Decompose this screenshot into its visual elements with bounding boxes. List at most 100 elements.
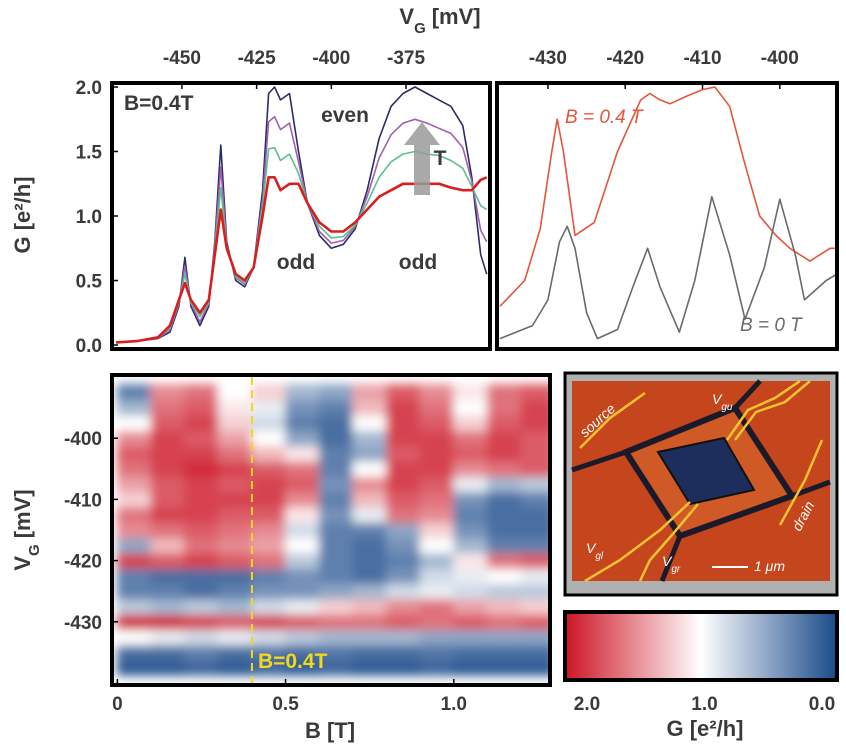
heatmap-cell	[486, 552, 522, 569]
heatmap-cell	[184, 384, 219, 401]
heatmap-cell	[116, 537, 152, 554]
heatmap-cell	[150, 384, 186, 401]
heatmap-cell	[150, 598, 186, 615]
vgu-label: Vgu	[712, 391, 733, 413]
heatmap-cell	[217, 567, 253, 585]
heatmap-cell	[352, 583, 388, 600]
heatmap-cell	[150, 521, 186, 539]
heatmap-cell	[285, 537, 320, 554]
heatmap-cell	[116, 384, 152, 401]
heatmap-cell	[184, 628, 219, 646]
heatmap-cell	[520, 628, 548, 646]
heatmap-cell	[318, 430, 354, 447]
heatmap-cell	[419, 445, 455, 462]
heatmap-cell	[352, 613, 388, 630]
heatmap-cell	[453, 399, 488, 416]
heatmap-cell	[352, 644, 388, 661]
heatmap-cell	[520, 567, 548, 585]
label-main: V	[712, 391, 723, 407]
heatmap-cell	[251, 552, 287, 569]
heatmap-cell	[217, 460, 253, 477]
heatmap-cell	[251, 491, 287, 508]
heatmap-cell	[116, 583, 152, 600]
heatmap-cell	[251, 384, 287, 401]
heatmap-cell	[217, 430, 253, 447]
heatmap-cell	[285, 598, 320, 615]
heatmap-cell	[318, 628, 354, 646]
heatmap-cell	[520, 491, 548, 508]
heatmap-cell	[318, 399, 354, 416]
heatmap-cell	[453, 460, 488, 477]
heatmap-cell	[520, 384, 548, 401]
heatmap-cell	[386, 399, 421, 416]
series-label: B = 0.4 T	[565, 107, 644, 128]
x-tick-label: -450	[163, 48, 201, 69]
heatmap-cell	[318, 521, 354, 539]
heatmap-cell	[453, 414, 488, 432]
heatmap-cell	[386, 644, 421, 661]
heatmap-cell	[318, 475, 354, 493]
heatmap-cell	[520, 552, 548, 569]
heatmap-cell	[453, 628, 488, 646]
heatmap-cell	[217, 445, 253, 462]
heatmap-cell	[419, 537, 455, 554]
y-tick-label: 2.0	[76, 78, 102, 99]
y-tick-label: -420	[64, 552, 102, 573]
heatmap-cell	[285, 430, 320, 447]
heatmap-cell	[251, 506, 287, 523]
island	[656, 436, 756, 506]
gate-wire	[734, 380, 811, 441]
heatmap-cell	[251, 567, 287, 585]
heatmap-cell	[352, 445, 388, 462]
heatmap-cell	[251, 414, 287, 432]
heatmap-cell	[419, 598, 455, 615]
heatmap-cell	[486, 598, 522, 615]
annotation: B=0.4T	[124, 92, 194, 115]
heatmap-cell	[150, 430, 186, 447]
heatmap-cell	[251, 659, 287, 676]
heatmap-cell	[453, 598, 488, 615]
heatmap-cell	[285, 583, 320, 600]
heatmap-cell	[217, 659, 253, 676]
heatmap-cell	[217, 475, 253, 493]
heatmap-cell	[251, 598, 287, 615]
heatmap-cell	[486, 445, 522, 462]
heatmap-cell	[419, 475, 455, 493]
heatmap-cell	[217, 384, 253, 401]
heatmap-cell	[116, 644, 152, 661]
x-tick-label: -425	[238, 48, 276, 69]
heatmap-cell	[453, 552, 488, 569]
gate-wire	[638, 503, 699, 582]
heatmap-cell	[386, 414, 421, 432]
heatmap-cell	[352, 399, 388, 416]
heatmap-cell	[486, 583, 522, 600]
heatmap-cell	[520, 460, 548, 477]
heatmap-cell	[352, 414, 388, 432]
heatmap-cell	[486, 414, 522, 432]
heatmap-cell	[150, 506, 186, 523]
heatmap-cell	[520, 506, 548, 523]
heatmap-cell	[217, 628, 253, 646]
heatmap-cell	[419, 659, 455, 676]
heatmap-cell	[318, 506, 354, 523]
top-x-label: VG [mV]	[399, 4, 480, 37]
y-tick-label: -410	[64, 490, 102, 511]
heatmap-cell	[184, 537, 219, 554]
heatmap-cell	[116, 475, 152, 493]
heatmap-cell	[116, 445, 152, 462]
series-label: B = 0 T	[740, 315, 803, 336]
heatmap-cell	[419, 491, 455, 508]
heatmap-cell	[419, 552, 455, 569]
annotation: odd	[399, 251, 437, 274]
heatmap-cell	[251, 475, 287, 493]
heatmap-cell	[318, 537, 354, 554]
heatmap-cell	[150, 399, 186, 416]
label-sub: gu	[721, 402, 733, 413]
heatmap-cell	[150, 491, 186, 508]
label-main: V	[399, 4, 414, 29]
top-right-curves	[499, 86, 837, 340]
heatmap-cell	[150, 537, 186, 554]
gate-wire	[579, 391, 646, 449]
top-left-annotations: B=0.4T even odd odd T	[124, 92, 447, 274]
